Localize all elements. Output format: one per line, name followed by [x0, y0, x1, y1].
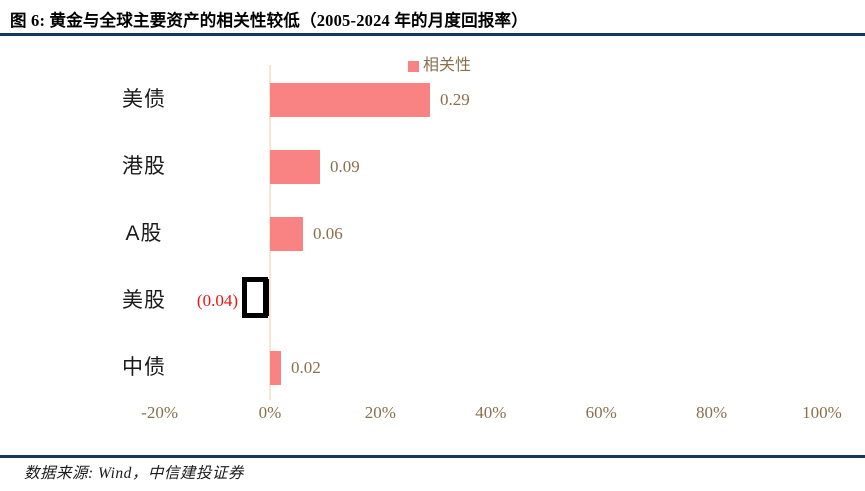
bar-value-label: 0.02: [291, 358, 321, 377]
bar-category-label: 美股: [122, 289, 166, 312]
bar-value-label: 0.29: [440, 90, 470, 109]
x-tick-label: 20%: [364, 403, 396, 422]
bar-value-label: 0.06: [313, 224, 343, 243]
figure-title: 图 6: 黄金与全球主要资产的相关性较低（2005-2024 年的月度回报率）: [10, 11, 528, 30]
bar-category-label: 中债: [122, 356, 166, 379]
bar-value-label: 0.09: [330, 157, 360, 176]
x-tick-label: 40%: [475, 403, 507, 422]
correlation-bar: [270, 150, 320, 184]
data-source: 数据来源: Wind，中信建投证券: [24, 465, 244, 482]
bar-value-label-negative: (0.04): [196, 291, 238, 310]
correlation-bar: [270, 83, 430, 117]
legend-label: 相关性: [423, 57, 472, 74]
bar-category-label: A股: [125, 222, 163, 245]
x-tick-label: -20%: [141, 403, 178, 422]
bar-category-label: 港股: [122, 155, 166, 178]
bar-category-label: 美债: [122, 88, 166, 111]
x-tick-label: 100%: [802, 403, 842, 422]
chart-legend: 相关性: [408, 57, 471, 75]
legend-swatch: [408, 60, 419, 72]
x-tick-label: 80%: [696, 403, 728, 422]
negative-bar-sliver: [264, 279, 269, 316]
title-divider: [0, 33, 865, 36]
correlation-bar: [270, 351, 281, 385]
correlation-bar: [270, 217, 303, 251]
x-tick-label: 60%: [585, 403, 617, 422]
x-tick-label: 0%: [258, 403, 282, 422]
footer-divider: [0, 455, 865, 458]
